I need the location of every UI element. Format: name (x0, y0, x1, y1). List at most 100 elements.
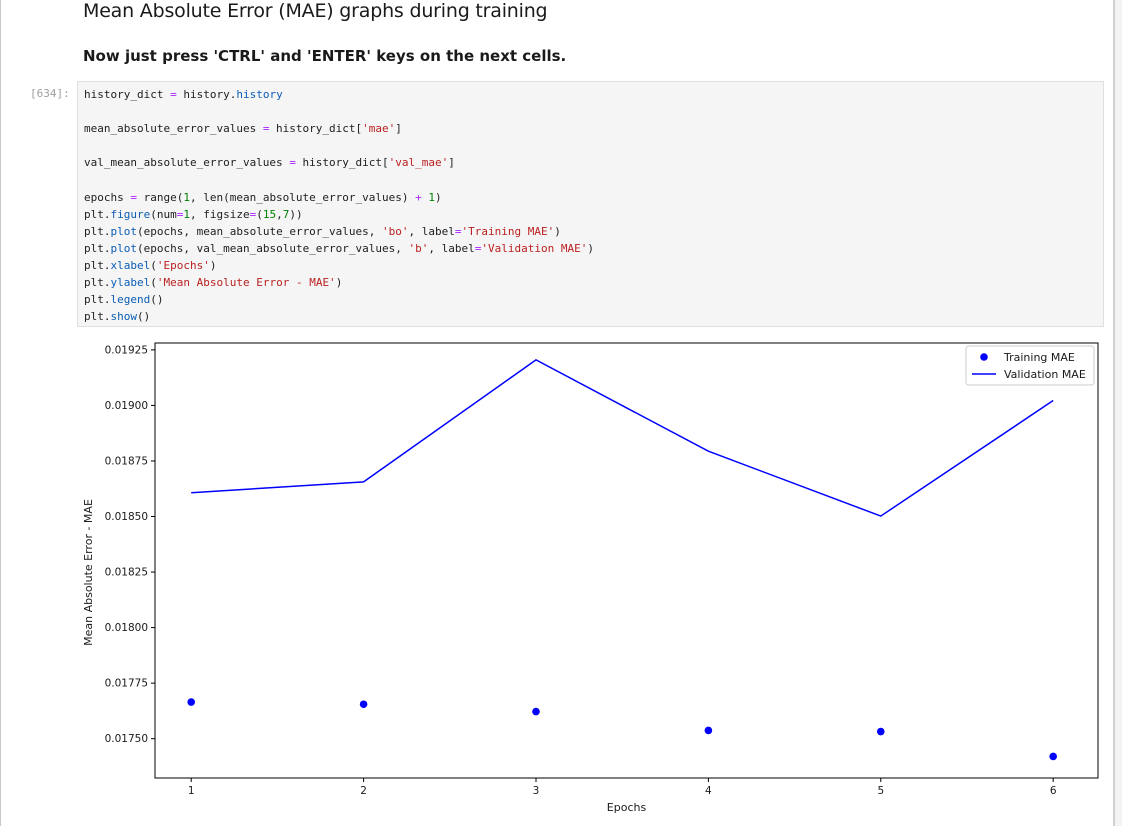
validation-mae-line (191, 359, 1054, 517)
code-token: 'bo' (382, 224, 409, 238)
y-tick-label: 0.01775 (105, 678, 148, 690)
code-editor[interactable]: history_dict = history.history mean_abso… (84, 86, 594, 325)
y-tick-label: 0.01800 (105, 622, 148, 634)
code-token: 7 (282, 207, 290, 221)
code-token: ) (209, 258, 217, 272)
x-tick-label: 2 (360, 785, 367, 797)
notebook-right-border (1113, 0, 1115, 826)
code-token: figure (110, 207, 151, 221)
code-token: 'val_mae' (388, 156, 449, 170)
x-tick-label: 6 (1050, 785, 1057, 797)
code-token: epochs (84, 190, 131, 204)
code-line: mean_absolute_error_values = history_dic… (84, 122, 402, 135)
y-axis-label: Mean Absolute Error - MAE (82, 499, 95, 646)
code-token: plt. (84, 276, 111, 290)
training-mae-point (359, 700, 368, 709)
code-token: ] (395, 122, 402, 136)
code-token: 'Mean Absolute Error - MAE' (156, 276, 336, 290)
code-token: = (176, 207, 184, 221)
chart-legend: Training MAE Validation MAE (965, 345, 1095, 386)
y-tick-label: 0.01925 (105, 344, 148, 356)
code-token: plt. (84, 293, 111, 307)
code-line: plt.xlabel('Epochs') (84, 259, 216, 272)
code-token: history_dict (84, 88, 171, 101)
code-line: history_dict = history.history (84, 88, 283, 101)
code-token: plot (110, 224, 138, 238)
execution-count-prompt: [634]: (30, 87, 70, 100)
code-token: ] (448, 156, 455, 170)
code-token: plt. (84, 241, 111, 255)
code-token: 'Training MAE' (461, 224, 555, 238)
code-line: plt.ylabel('Mean Absolute Error - MAE') (84, 276, 342, 289)
code-line: epochs = range(1, len(mean_absolute_erro… (84, 191, 442, 204)
training-mae-point (187, 698, 196, 706)
legend-label: Validation MAE (1004, 368, 1086, 381)
code-token: xlabel (110, 258, 151, 272)
code-token: plt. (84, 207, 111, 221)
legend-marker-swatch (980, 353, 988, 361)
code-line: plt.figure(num=1, figsize=(15,7)) (84, 208, 303, 221)
code-token: plt. (84, 258, 111, 272)
plot-frame (154, 342, 1099, 779)
code-token: mean_absolute_error_values (84, 122, 263, 136)
code-token: = (454, 224, 462, 238)
code-token: plot (110, 241, 138, 255)
code-token: )) (289, 207, 303, 221)
training-mae-point (704, 726, 713, 735)
y-tick-label: 0.01825 (105, 567, 148, 579)
y-tick-label: 0.01900 (105, 400, 148, 412)
code-token: history_dict[ (295, 156, 389, 170)
code-token: , len(mean_absolute_error_values) (189, 190, 416, 204)
code-token: , (276, 207, 283, 221)
x-tick-label: 3 (533, 785, 540, 797)
x-tick-label: 4 (705, 785, 712, 797)
code-token: ) (435, 190, 442, 204)
code-token: = (474, 241, 482, 255)
code-token: plt. (84, 310, 111, 324)
code-token: ylabel (110, 276, 151, 290)
training-mae-point (532, 707, 540, 716)
code-token: ) (335, 276, 343, 290)
code-token: ( (256, 207, 263, 221)
code-token: history_dict[ (269, 122, 363, 136)
code-token: () (137, 310, 151, 324)
code-token: ) (554, 224, 561, 238)
legend-box (965, 345, 1095, 386)
code-line: plt.plot(epochs, val_mean_absolute_error… (84, 242, 594, 255)
y-tick-label: 0.01875 (105, 455, 148, 467)
code-token: range( (136, 190, 184, 204)
code-token: 1 (183, 207, 190, 221)
code-token: = (170, 88, 177, 101)
code-token: 15 (262, 207, 277, 221)
code-line: plt.plot(epochs, mean_absolute_error_val… (84, 225, 561, 238)
output-chart: 0.01750 0.01775 0.01800 0.01825 0.01850 0.018… (78, 335, 1108, 820)
code-token: 'b' (408, 241, 429, 255)
code-token: ) (587, 241, 594, 255)
code-token: = (289, 156, 296, 170)
code-token: 'mae' (362, 122, 396, 136)
code-line: val_mean_absolute_error_values = history… (84, 156, 455, 169)
x-tick-label: 1 (188, 785, 195, 797)
code-token: 1 (183, 190, 190, 204)
code-token: 1 (428, 190, 436, 204)
code-token: val_mean_absolute_error_values (84, 156, 290, 170)
code-token: history (236, 88, 283, 101)
notebook-left-border (0, 0, 1, 826)
code-token: = (262, 122, 270, 136)
code-token: ( (150, 258, 157, 272)
scrollbar-track[interactable] (1115, 0, 1122, 826)
code-token: 'Validation MAE' (481, 241, 588, 255)
code-cell[interactable]: history_dict = history.history mean_abso… (77, 81, 1104, 327)
code-token: + (415, 190, 422, 204)
training-mae-point (1049, 752, 1057, 761)
x-axis-label: Epochs (607, 801, 647, 814)
code-token: = (130, 190, 137, 204)
code-token: (epochs, mean_absolute_error_values, (137, 224, 383, 238)
code-token: 'Epochs' (156, 258, 210, 272)
code-token: show (110, 310, 138, 324)
y-tick-label: 0.01750 (105, 733, 148, 745)
training-mae-point (876, 727, 885, 736)
code-token: (num (150, 207, 177, 221)
code-token: , figsize (190, 207, 250, 221)
code-token: , label (408, 224, 455, 238)
